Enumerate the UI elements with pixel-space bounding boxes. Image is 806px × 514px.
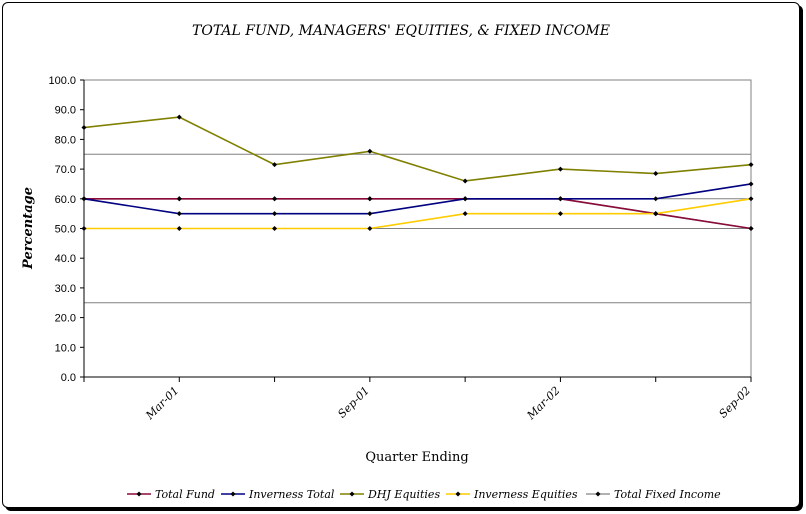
data-point xyxy=(81,196,87,202)
legend-label: Inverness Equities xyxy=(473,488,578,501)
data-point xyxy=(272,162,278,168)
legend: Total Fund Inverness Total DHJ Equities Inv… xyxy=(127,488,721,501)
data-point xyxy=(557,196,563,202)
data-point xyxy=(653,211,659,217)
x-tick-label: Sep-02 xyxy=(716,384,753,421)
data-point xyxy=(367,148,373,154)
data-point xyxy=(81,125,87,131)
data-point xyxy=(176,114,182,120)
data-point xyxy=(653,171,659,177)
series-line xyxy=(83,183,752,215)
y-tick-label: 0.0 xyxy=(61,372,76,384)
data-point xyxy=(557,211,563,217)
data-point xyxy=(557,166,563,172)
data-point xyxy=(748,226,754,231)
data-point xyxy=(653,196,659,202)
y-tick-label: 80.0 xyxy=(55,134,76,146)
legend-label: Total Fixed Income xyxy=(614,488,721,501)
series-total-fund xyxy=(84,198,752,230)
legend-item: Total Fund xyxy=(127,488,215,501)
data-point xyxy=(367,226,373,231)
y-tick-label: 20.0 xyxy=(55,313,76,325)
data-point xyxy=(272,211,278,217)
series-inverness-total xyxy=(83,183,752,215)
data-point xyxy=(272,226,278,231)
data-point xyxy=(748,162,754,168)
series-line xyxy=(84,198,752,230)
data-point xyxy=(748,196,754,202)
data-point xyxy=(176,226,182,231)
data-point xyxy=(748,181,754,187)
series-layer xyxy=(81,114,754,231)
y-tick-label: 30.0 xyxy=(55,283,76,295)
x-tick-label: Sep-01 xyxy=(335,384,372,421)
legend-marker xyxy=(230,491,236,497)
data-point xyxy=(176,211,182,217)
y-tick-label: 10.0 xyxy=(55,342,76,354)
y-tick-label: 40.0 xyxy=(55,253,76,265)
legend-item: Inverness Equities xyxy=(446,488,578,501)
chart-title: TOTAL FUND, MANAGERS' EQUITIES, & FIXED … xyxy=(192,23,610,39)
series-inverness-equities xyxy=(84,198,752,230)
data-point xyxy=(462,211,468,217)
data-point xyxy=(272,196,278,202)
legend-label: Total Fund xyxy=(155,488,215,501)
data-point xyxy=(176,196,182,202)
y-tick-label: 70.0 xyxy=(55,164,76,176)
legend-item: Total Fixed Income xyxy=(586,488,721,501)
legend-label: Inverness Total xyxy=(248,488,335,501)
data-point xyxy=(462,196,468,202)
legend-marker xyxy=(136,491,142,497)
legend-marker xyxy=(595,491,601,497)
x-tick-label: Mar-01 xyxy=(143,384,182,423)
y-axis-label: Percentage xyxy=(21,187,36,270)
x-axis-label: Quarter Ending xyxy=(365,450,468,465)
legend-marker xyxy=(349,491,355,497)
y-tick-label: 60.0 xyxy=(55,194,76,206)
x-tick-label: Mar-02 xyxy=(524,384,563,423)
data-point xyxy=(462,178,468,184)
legend-item: Inverness Total xyxy=(221,488,335,501)
series-dhj-equities xyxy=(83,116,752,182)
series-line xyxy=(83,116,752,182)
data-point xyxy=(367,196,373,202)
y-tick-label: 100.0 xyxy=(48,75,76,87)
x-axis: Mar-01 Sep-01 Mar-02 Sep-02 xyxy=(83,376,753,423)
y-tick-label: 90.0 xyxy=(55,105,76,117)
data-point xyxy=(81,226,87,231)
y-axis: 0.0 10.0 20.0 30.0 40.0 50.0 60.0 70.0 80.0 90.0 1… xyxy=(48,75,85,384)
legend-item: DHJ Equities xyxy=(340,488,440,501)
data-point xyxy=(367,211,373,217)
legend-marker xyxy=(455,491,461,497)
legend-label: DHJ Equities xyxy=(367,488,440,501)
y-tick-label: 50.0 xyxy=(55,224,76,236)
series-line xyxy=(84,198,752,230)
